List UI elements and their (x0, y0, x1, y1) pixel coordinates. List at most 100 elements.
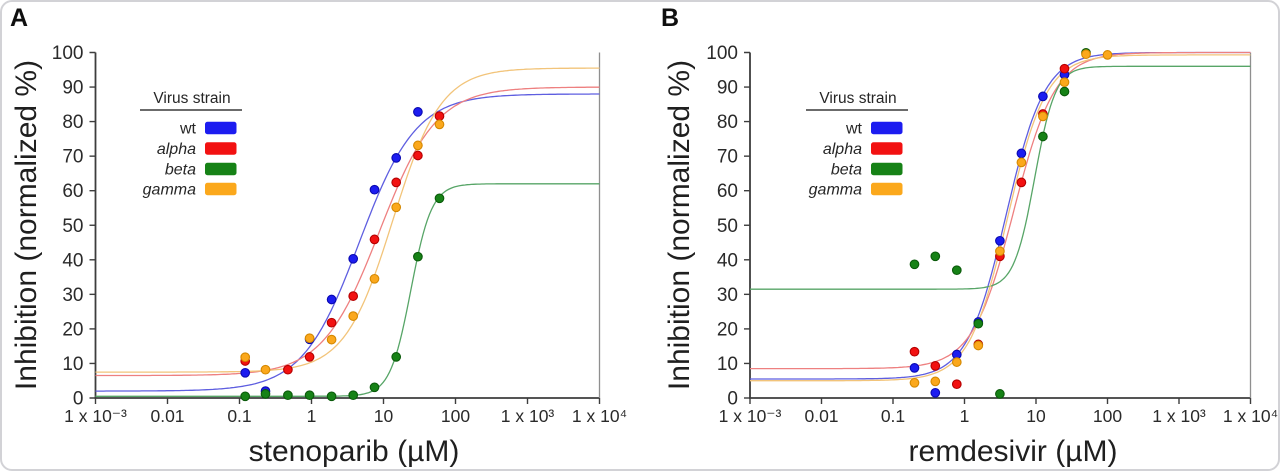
fit-curve-alpha (95, 86, 600, 377)
x-tick-label: 0.01 (150, 406, 184, 426)
legend-swatch-gamma (871, 182, 903, 196)
y-tick-label: 20 (717, 319, 738, 340)
data-point-gamma (434, 119, 445, 130)
data-point-gamma (391, 202, 402, 213)
data-point-gamma (304, 333, 315, 344)
data-point-gamma (1059, 77, 1070, 88)
legend-label-gamma: gamma (809, 182, 862, 199)
data-point-gamma (413, 140, 423, 151)
legend-label-beta: beta (831, 162, 862, 179)
legend: Virus strain wt alpha beta gamma (806, 90, 908, 199)
legend-label-alpha: alpha (157, 141, 196, 158)
fit-curve-beta (750, 65, 1251, 290)
data-point-beta (951, 265, 962, 276)
y-tick-label: 0 (73, 389, 84, 410)
y-tick-label: 40 (62, 250, 83, 271)
y-tick-label: 70 (717, 147, 738, 168)
data-point-gamma (930, 376, 941, 387)
legend-swatch-alpha (871, 142, 903, 155)
x-tick-label: 1 (960, 406, 970, 426)
data-point-alpha (1059, 63, 1070, 74)
data-point-gamma (995, 246, 1005, 257)
data-point-alpha (326, 317, 337, 328)
legend-swatch-beta (871, 162, 903, 176)
data-point-beta (391, 352, 402, 362)
data-point-wt (240, 367, 251, 378)
data-point-wt (348, 253, 359, 264)
legend-title: Virus strain (153, 90, 230, 107)
data-point-alpha (283, 364, 293, 375)
series-gamma (240, 119, 445, 375)
legend-title: Virus strain (819, 90, 896, 107)
data-point-beta (1038, 131, 1048, 142)
data-point-wt (1016, 148, 1027, 159)
fit-curve-gamma (95, 67, 600, 373)
legend-swatch-wt (871, 121, 903, 135)
y-tick-label: 90 (62, 78, 83, 99)
series-beta (240, 193, 445, 402)
y-tick-label: 100 (706, 43, 738, 64)
data-point-beta (995, 389, 1005, 399)
legend-label-wt: wt (179, 121, 197, 138)
data-point-beta (369, 382, 380, 393)
fit-curve-wt (95, 93, 600, 392)
data-point-wt (995, 235, 1005, 246)
panel-b: 1 x 10⁻³ 0.01 0.1 1 10 100 1 x 10³ 1 x 10⁴ 0 10 20… (706, 43, 1278, 426)
data-point-gamma (260, 364, 271, 375)
legend-swatch-wt (205, 121, 237, 135)
x-tick-label: 1 (307, 406, 317, 426)
legend-label-alpha: alpha (823, 141, 862, 158)
x-tick-label: 0.1 (881, 406, 905, 426)
data-point-alpha (909, 346, 920, 357)
data-point-gamma (369, 273, 380, 284)
x-tick-label: 100 (441, 406, 470, 426)
x-tick-label: 100 (1093, 406, 1122, 426)
data-point-gamma (951, 357, 962, 367)
data-point-beta (348, 390, 359, 401)
y-tick-label: 80 (717, 112, 738, 133)
panel-a-label: A (10, 4, 29, 32)
y-tick-label: 40 (717, 250, 738, 271)
data-point-alpha (348, 291, 359, 301)
y-tick-label: 0 (727, 389, 738, 410)
y-tick-label: 80 (62, 112, 83, 133)
y-tick-label: 70 (62, 147, 83, 168)
legend: Virus strain wt alpha beta gamma (140, 90, 242, 199)
y-tick-label: 30 (717, 285, 738, 306)
y-tick-label: 30 (62, 285, 83, 306)
panel-b-label: B (661, 4, 680, 32)
fit-curve-beta (95, 183, 600, 397)
data-point-beta (304, 390, 315, 401)
series-alpha (240, 111, 445, 375)
x-tick-label: 0.01 (804, 406, 838, 426)
legend-swatch-gamma (205, 182, 237, 196)
series-beta (909, 47, 1091, 399)
y-tick-label: 10 (717, 354, 738, 375)
x-tick-label: 1 x 10⁻³ (719, 406, 782, 426)
legend-label-wt: wt (845, 121, 863, 138)
data-point-beta (909, 259, 920, 270)
x-tick-label: 1 x 10³ (1152, 406, 1206, 426)
legend-swatch-alpha (205, 142, 237, 155)
data-point-beta (326, 391, 337, 402)
data-point-beta (973, 318, 984, 329)
data-point-wt (930, 387, 941, 398)
data-point-gamma (1038, 111, 1048, 122)
y-tick-label: 60 (717, 181, 738, 202)
data-point-gamma (240, 352, 251, 363)
panel-a-y-axis-title: Inhibition (normalized %) (10, 59, 43, 391)
series-gamma (909, 49, 1113, 388)
panel-a-x-axis-title: stenoparib (µM) (248, 435, 460, 468)
x-tick-label: 1 x 10³ (501, 406, 555, 426)
data-point-beta (283, 390, 293, 401)
data-point-alpha (304, 352, 315, 362)
legend-label-beta: beta (165, 162, 196, 179)
x-tick-label: 10 (1026, 406, 1046, 426)
data-point-gamma (909, 377, 920, 388)
x-tick-label: 0.1 (227, 406, 251, 426)
data-point-beta (1059, 86, 1070, 97)
data-point-alpha (369, 234, 380, 245)
data-point-alpha (930, 361, 941, 371)
y-tick-label: 60 (62, 181, 83, 202)
